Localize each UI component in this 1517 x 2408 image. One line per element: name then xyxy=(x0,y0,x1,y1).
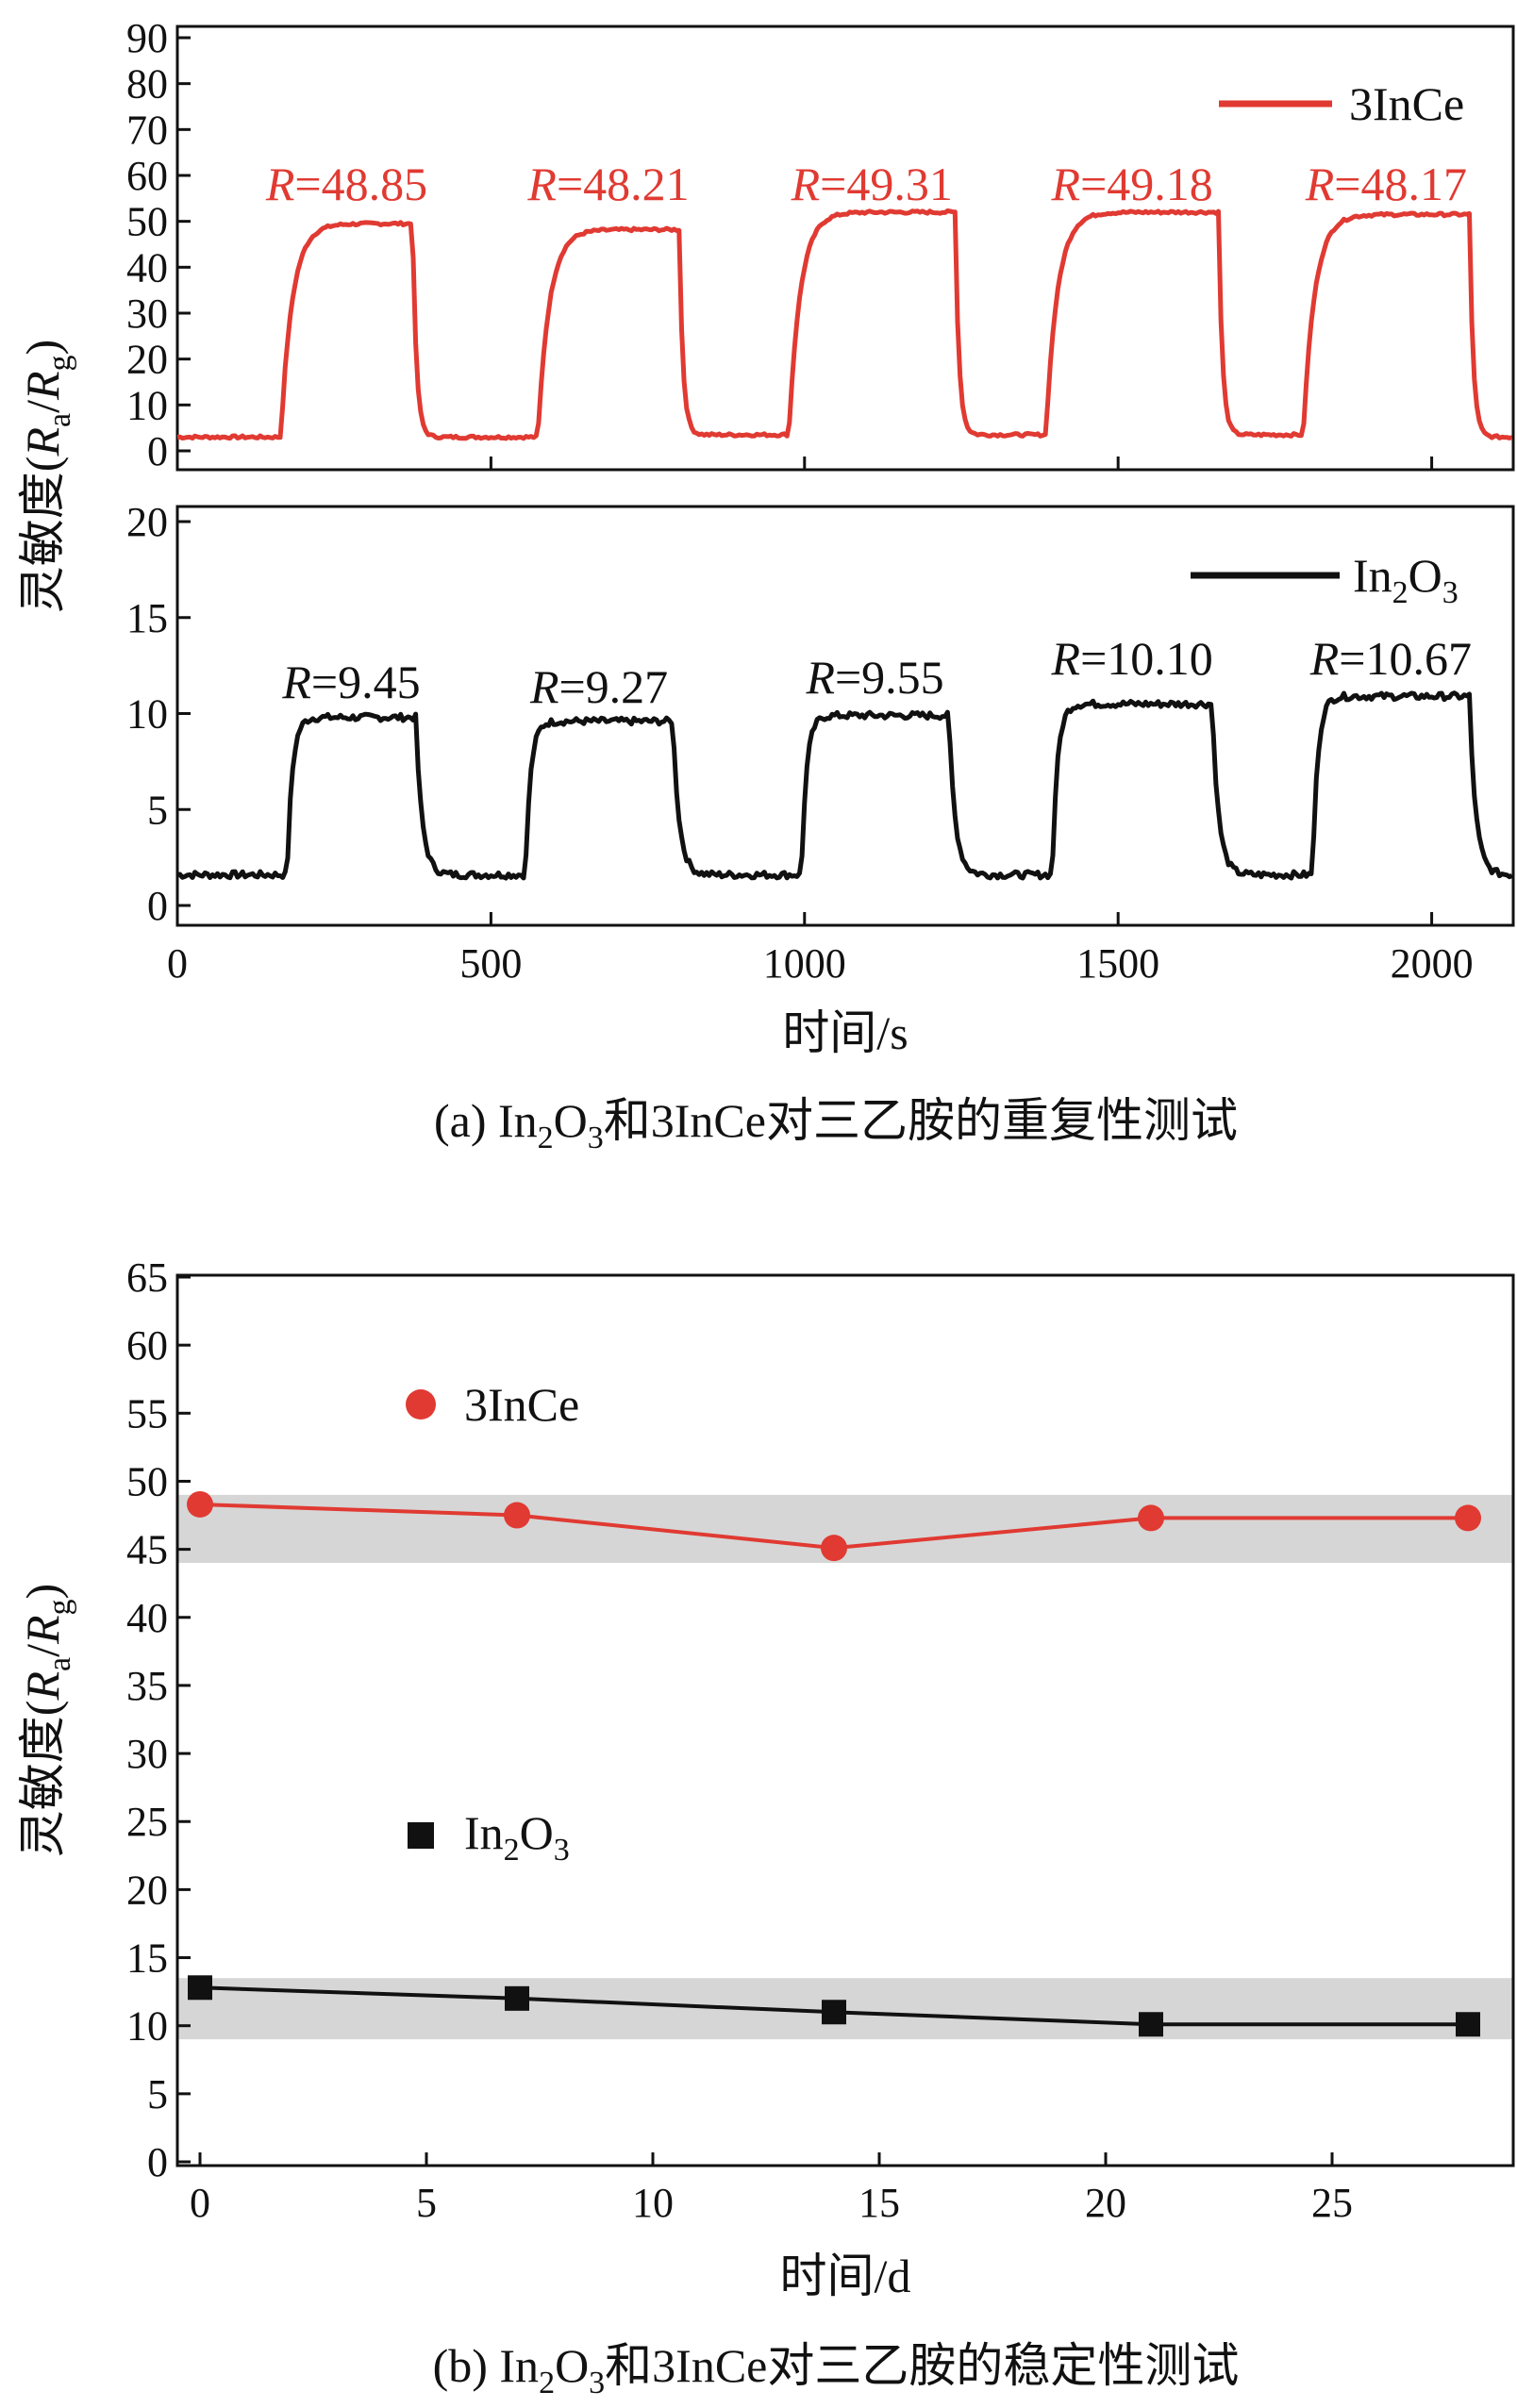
pa-top-y-tick-label: 40 xyxy=(126,244,168,291)
pa-bot-x-tick-label: 0 xyxy=(167,940,188,987)
legend-marker-3ince xyxy=(406,1389,436,1420)
panel-b-ylabel: 灵敏度(Ra/Rg) xyxy=(16,1584,77,1857)
panel-a-xlabel: 时间/s xyxy=(782,1006,908,1059)
panel-a-ylabel: 灵敏度(Ra/Rg) xyxy=(16,340,77,613)
point-3ince xyxy=(1138,1504,1164,1532)
panel-a-top-curve xyxy=(176,208,1513,441)
annotation-3ince-cycle: R=48.21 xyxy=(526,158,689,210)
pb-y-tick-label: 0 xyxy=(147,2139,168,2185)
point-in2o3 xyxy=(188,1975,212,2001)
pb-y-tick-label: 50 xyxy=(126,1458,168,1504)
panel-a-bottom-y-ticks: 0 5 10 15 20 xyxy=(126,499,191,929)
panel-b-legend-3ince: 3InCe xyxy=(406,1378,579,1431)
pa-bot-x-tick-label: 2000 xyxy=(1391,940,1474,987)
panel-a-top-legend: 3InCe xyxy=(1219,77,1464,130)
pb-x-tick-label: 10 xyxy=(632,2180,674,2226)
point-in2o3 xyxy=(1139,2012,1163,2037)
annotation-3ince-cycle: R=49.18 xyxy=(1051,158,1213,210)
annotation-in2o3-cycle: R=10.67 xyxy=(1309,632,1472,685)
panel-b-xlabel: 时间/d xyxy=(780,2250,911,2302)
panel-a-bottom-frame xyxy=(175,505,1515,927)
pa-top-y-tick-label: 20 xyxy=(126,337,168,383)
pa-top-y-tick-label: 80 xyxy=(126,61,168,108)
pb-y-tick-label: 15 xyxy=(126,1935,168,1982)
annotation-in2o3-cycle: R=9.55 xyxy=(805,651,943,704)
pa-bot-y-tick-label: 15 xyxy=(126,595,168,641)
annotation-3ince-cycle: R=49.31 xyxy=(791,158,953,210)
pa-bot-y-tick-label: 5 xyxy=(147,787,168,833)
panel-b-frame xyxy=(175,1273,1515,2167)
pb-y-tick-label: 20 xyxy=(126,1867,168,1913)
pa-top-y-tick-label: 10 xyxy=(126,382,168,428)
point-in2o3 xyxy=(1456,2012,1480,2037)
panel-a-bottom-legend: In2O3 xyxy=(1191,549,1459,610)
point-3ince xyxy=(187,1490,213,1518)
pa-top-y-tick-label: 30 xyxy=(126,291,168,337)
point-3ince xyxy=(821,1535,847,1562)
pb-y-tick-label: 40 xyxy=(126,1595,168,1641)
panel-a-bottom-x-ticks: 0 500 1000 1500 2000 xyxy=(167,912,1474,987)
legend-label-3ince-b: 3InCe xyxy=(464,1378,579,1431)
panel-a-top-frame xyxy=(175,25,1515,472)
pb-y-tick-label: 35 xyxy=(126,1663,168,1709)
pa-top-y-tick-label: 90 xyxy=(126,15,168,61)
pb-y-tick-label: 55 xyxy=(126,1390,168,1436)
pa-bot-x-tick-label: 1000 xyxy=(763,940,846,987)
annotation-3ince-cycle: R=48.85 xyxy=(265,158,427,210)
pa-bot-y-tick-label: 10 xyxy=(126,691,168,738)
panel-b-caption: (b) In2O3和3InCe对三乙胺的稳定性测试 xyxy=(433,2339,1240,2400)
pb-x-tick-label: 0 xyxy=(190,2180,210,2226)
pa-bot-y-tick-label: 20 xyxy=(126,499,168,545)
pb-y-tick-label: 25 xyxy=(126,1799,168,1845)
panel-b: 0 5 10 15 20 25 30 35 40 45 50 55 60 65 0 5 10 15 20 25 3I… xyxy=(126,1254,1515,2226)
panel-a-top-x-ticks xyxy=(489,457,1434,470)
pa-top-y-tick-label: 0 xyxy=(147,428,168,474)
pa-bot-y-tick-label: 0 xyxy=(147,883,168,929)
point-in2o3 xyxy=(822,2000,846,2025)
pb-y-tick-label: 10 xyxy=(126,2003,168,2050)
annotation-in2o3-cycle: R=10.10 xyxy=(1051,632,1213,685)
pa-bot-x-tick-label: 1500 xyxy=(1076,940,1159,987)
pb-x-tick-label: 25 xyxy=(1311,2180,1353,2226)
panel-a-bottom-annotations: R=9.45 R=9.27 R=9.55 R=10.10 R=10.67 xyxy=(281,632,1472,713)
pa-top-y-tick-label: 70 xyxy=(126,107,168,153)
panel-a-top-annotations: R=48.85 R=48.21 R=49.31 R=49.18 R=48.17 xyxy=(265,158,1467,210)
pb-y-tick-label: 5 xyxy=(147,2071,168,2117)
legend-label-in2o3: In2O3 xyxy=(1353,549,1459,610)
pb-y-tick-label: 60 xyxy=(126,1322,168,1369)
legend-marker-in2o3 xyxy=(408,1822,434,1849)
point-3ince xyxy=(504,1502,530,1529)
series-line-in2o3-repeat xyxy=(176,690,1513,881)
pa-top-y-tick-label: 50 xyxy=(126,199,168,245)
panel-b-y-ticks: 0 5 10 15 20 25 30 35 40 45 50 55 60 65 xyxy=(126,1254,191,2185)
pb-x-tick-label: 15 xyxy=(859,2180,900,2226)
series-line-3ince-repeat xyxy=(176,208,1513,441)
pa-top-y-tick-label: 60 xyxy=(126,153,168,199)
point-in2o3 xyxy=(505,1985,529,2011)
pb-x-tick-label: 5 xyxy=(416,2180,437,2226)
legend-label-3ince: 3InCe xyxy=(1349,77,1464,130)
panel-a-bottom-curve xyxy=(176,690,1513,881)
panel-b-legend-in2o3: In2O3 xyxy=(408,1806,570,1868)
annotation-in2o3-cycle: R=9.45 xyxy=(281,656,420,708)
pa-bot-x-tick-label: 500 xyxy=(459,940,522,987)
point-3ince xyxy=(1455,1504,1481,1532)
pb-y-tick-label: 45 xyxy=(126,1527,168,1573)
pb-x-tick-label: 20 xyxy=(1085,2180,1126,2226)
panel-b-x-ticks: 0 5 10 15 20 25 xyxy=(190,2152,1353,2226)
annotation-in2o3-cycle: R=9.27 xyxy=(529,660,668,713)
legend-label-in2o3-b: In2O3 xyxy=(464,1806,570,1868)
panel-b-series xyxy=(187,1490,1481,2037)
pb-y-tick-label: 65 xyxy=(126,1254,168,1301)
panel-b-bands xyxy=(177,1494,1513,2040)
pb-y-tick-label: 30 xyxy=(126,1731,168,1777)
panel-a-caption: (a) In2O3和3InCe对三乙胺的重复性测试 xyxy=(434,1094,1238,1155)
annotation-3ince-cycle: R=48.17 xyxy=(1305,158,1467,210)
